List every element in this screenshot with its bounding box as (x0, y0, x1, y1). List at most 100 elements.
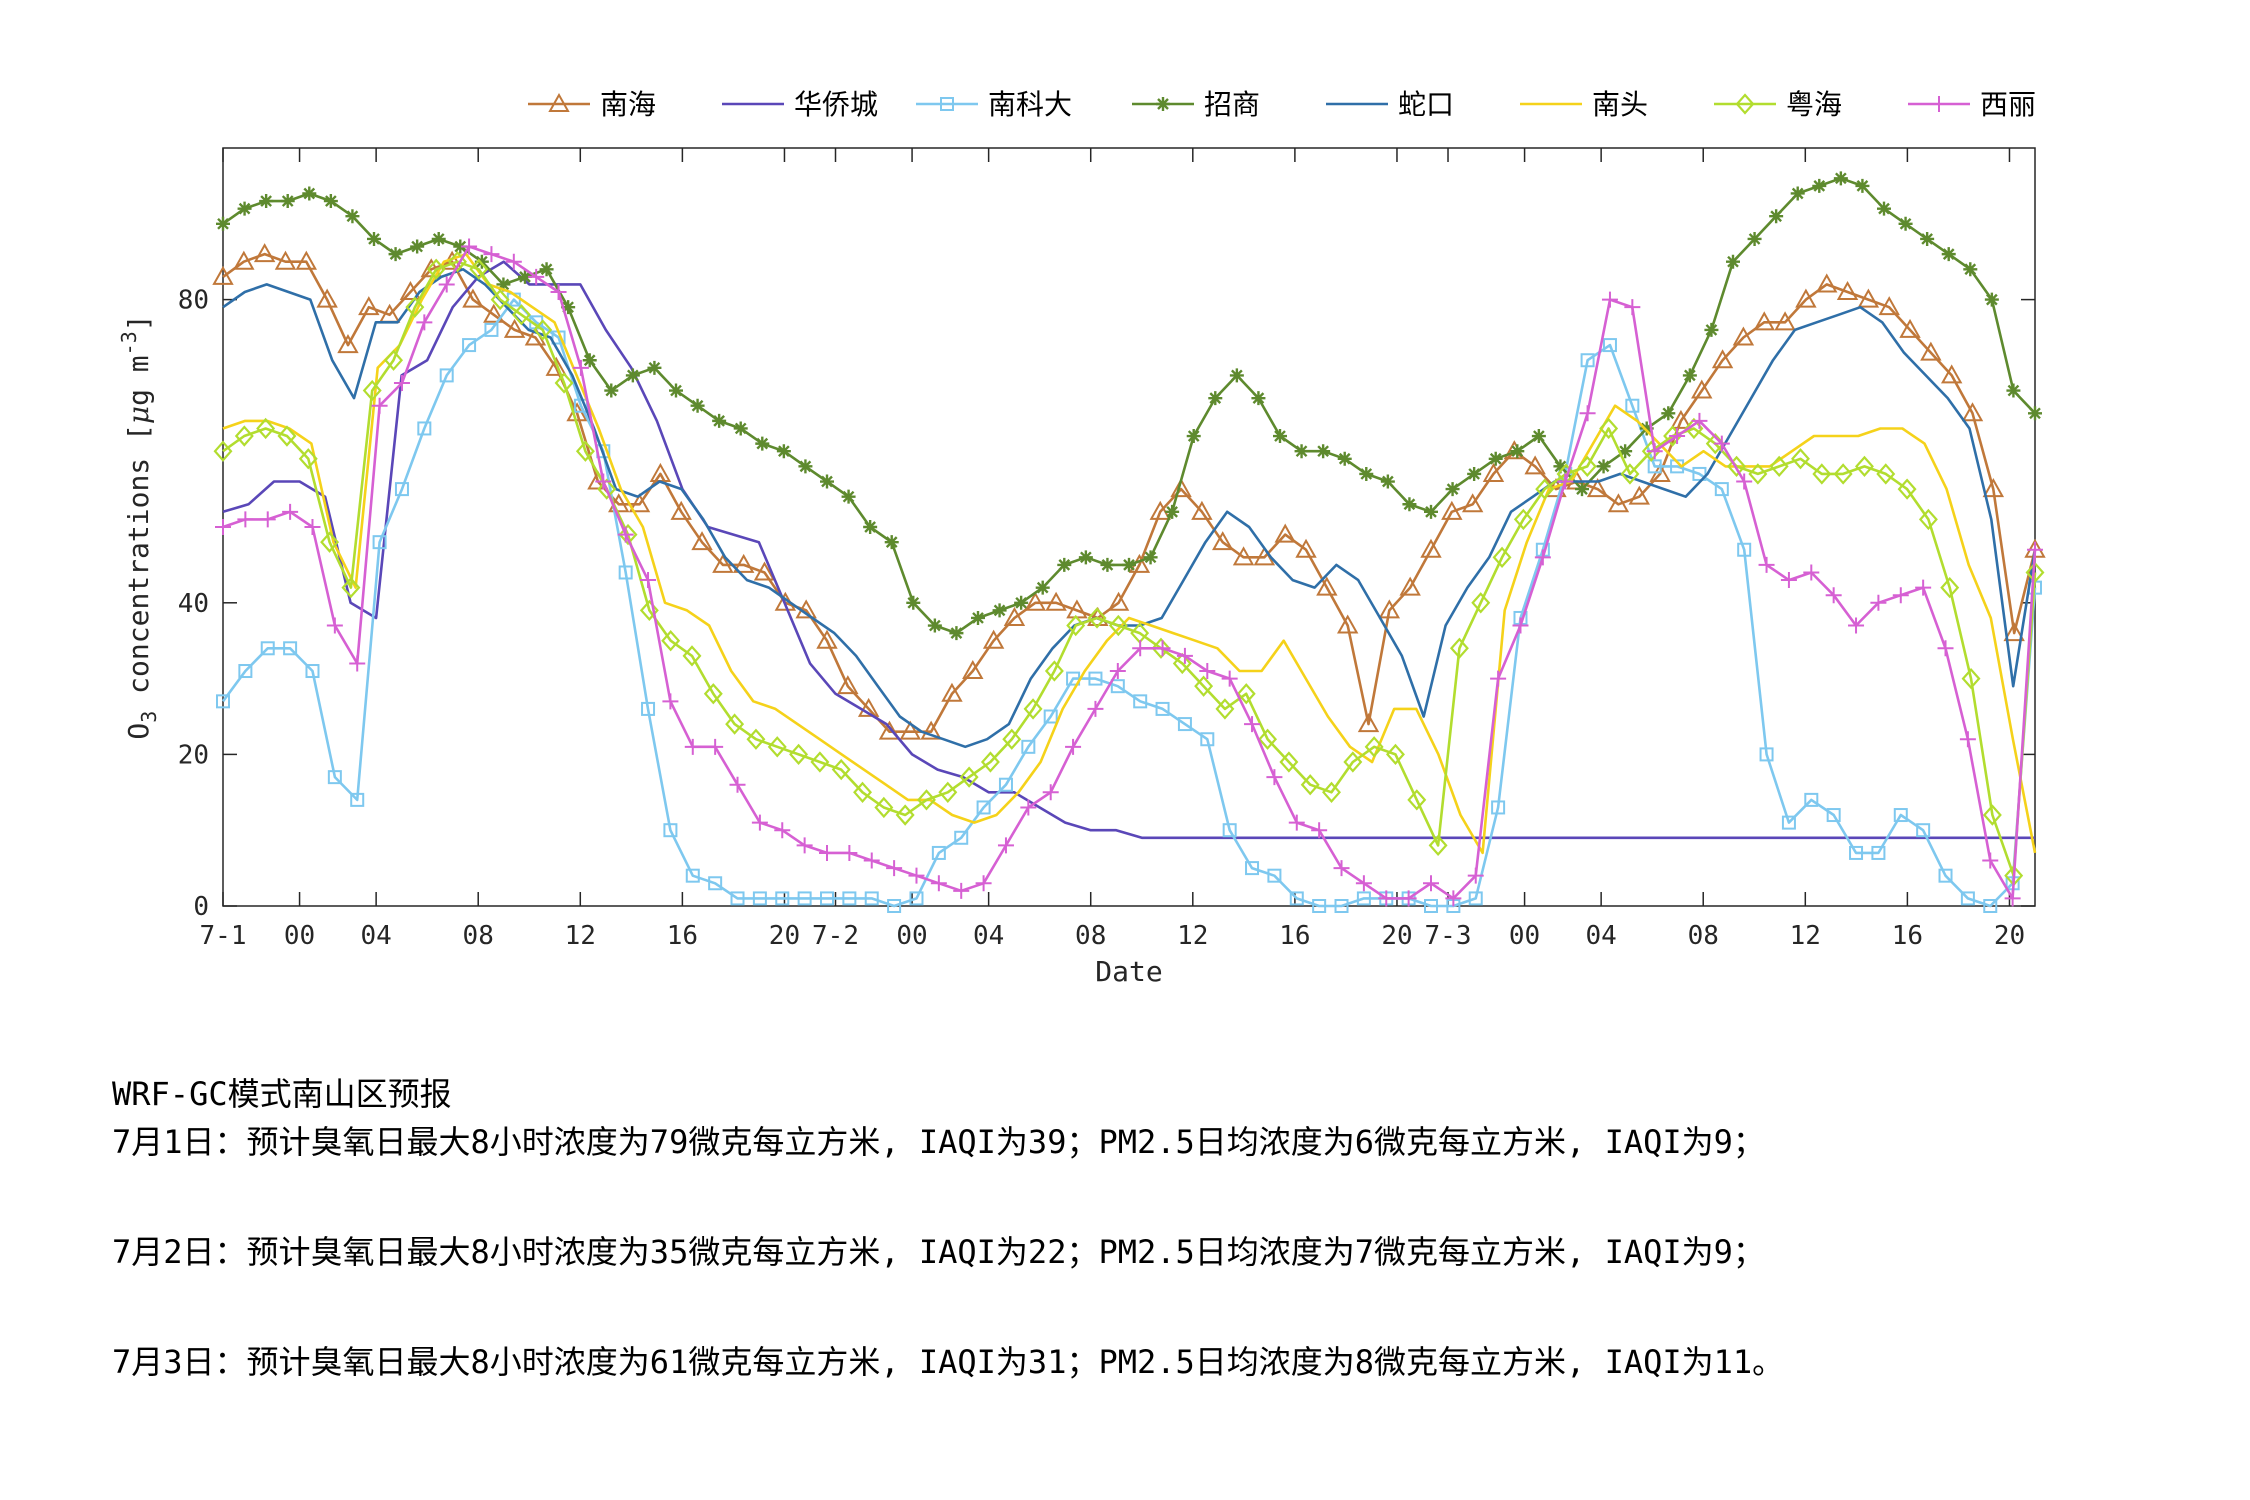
legend-label: 华侨城 (794, 88, 878, 121)
data-point (1940, 576, 1960, 599)
data-point (341, 576, 361, 599)
data-point (256, 417, 276, 440)
data-point (490, 288, 510, 311)
data-point (661, 630, 681, 652)
data-point (554, 372, 574, 394)
data-point (358, 296, 380, 316)
x-tick-label: 00 (284, 921, 315, 951)
data-point (1021, 739, 1036, 754)
data-point (712, 553, 734, 573)
data-point (1941, 247, 1956, 262)
data-point (1143, 550, 1158, 565)
y-axis-label: O3 concentrations [μg m-3] (117, 314, 161, 739)
data-point (1003, 606, 1026, 626)
data-point (1364, 736, 1384, 758)
data-point (474, 254, 489, 269)
data-point (1402, 497, 1417, 512)
legend-label: 蛇口 (1398, 88, 1454, 121)
data-point (733, 421, 748, 436)
x-axis-label: Date (1095, 955, 1162, 988)
data-point (1154, 640, 1171, 657)
data-point (1295, 538, 1317, 558)
series-layer (212, 171, 2046, 913)
series-line (221, 298, 2037, 908)
data-point (1557, 473, 1574, 490)
data-point (439, 368, 454, 383)
data-point (1170, 478, 1192, 498)
data-point (1897, 478, 1917, 500)
data-point (625, 368, 640, 383)
data-point (1682, 368, 1697, 383)
data-point (1042, 784, 1059, 801)
data-point (1984, 292, 1999, 307)
data-point (1759, 747, 1774, 762)
data-point (789, 743, 809, 766)
data-point (1273, 429, 1287, 444)
data-point (1186, 429, 1201, 444)
data-point (1199, 663, 1216, 680)
data-point (410, 239, 425, 254)
data-point (1878, 296, 1900, 316)
data-point (971, 610, 985, 625)
data-point (949, 626, 964, 641)
data-point (1229, 368, 1244, 383)
data-point (1312, 899, 1327, 913)
data-point (1288, 814, 1305, 831)
data-point (215, 519, 231, 535)
data-point (746, 728, 766, 750)
data-point (1333, 860, 1350, 877)
data-point (1191, 500, 1213, 520)
data-point (1449, 637, 1469, 659)
data-point (1607, 493, 1630, 513)
legend-label: 粤海 (1786, 88, 1842, 121)
data-point (575, 440, 595, 462)
data-point (399, 280, 422, 301)
data-point (1876, 463, 1896, 485)
data-point (959, 766, 979, 788)
data-point (707, 738, 724, 755)
data-point (282, 503, 299, 520)
data-point (1020, 799, 1037, 816)
data-point (1959, 731, 1976, 748)
data-point (1732, 326, 1755, 346)
data-point (1399, 576, 1421, 596)
data-point (1737, 542, 1752, 557)
data-point (1753, 311, 1775, 331)
data-point (816, 629, 838, 649)
data-point (1736, 473, 1753, 490)
data-point (1343, 751, 1363, 773)
data-point (874, 796, 894, 819)
data-point (899, 720, 922, 740)
data-point (887, 899, 902, 913)
x-tick-label: 00 (1509, 921, 1540, 951)
data-point (253, 243, 276, 263)
data-point (1471, 592, 1491, 614)
data-point (703, 683, 723, 705)
data-point (1625, 398, 1640, 413)
data-point (1468, 891, 1483, 906)
forecast-day-3: 7月3日：预计臭氧日最大8小时浓度为61微克每立方米, IAQI为31；PM2.… (112, 1343, 1785, 1381)
data-point (831, 758, 851, 781)
data-point (2025, 561, 2045, 584)
data-point (1510, 444, 1525, 459)
data-point (533, 319, 553, 341)
data-point (438, 276, 455, 293)
data-point (884, 535, 899, 550)
data-point (647, 360, 662, 375)
data-point (842, 891, 857, 906)
x-tick-label: 12 (1177, 921, 1208, 951)
data-point (997, 837, 1014, 854)
data-point (350, 792, 365, 807)
data-point (237, 201, 252, 216)
series-line (222, 245, 2037, 900)
data-point (1492, 546, 1512, 568)
data-point (1133, 694, 1148, 709)
data-point (1804, 792, 1819, 807)
series-5 (222, 267, 2037, 749)
data-point (1088, 671, 1103, 686)
data-point (1279, 751, 1299, 773)
data-point (550, 284, 567, 301)
data-point (1359, 466, 1374, 481)
data-point (962, 659, 984, 680)
data-point (1669, 428, 1686, 445)
